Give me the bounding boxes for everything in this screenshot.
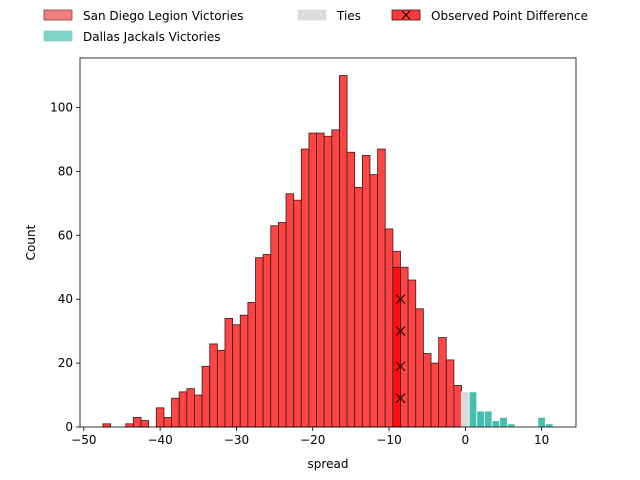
- legion-bar: [369, 174, 379, 428]
- legend-label: Ties: [336, 9, 361, 23]
- legend-swatch: [43, 9, 73, 21]
- x-axis: −50 −40 −30 −20 −10 0 10: [71, 427, 549, 447]
- jackals-bar: [499, 417, 508, 428]
- x-tick-label: 0: [462, 433, 470, 447]
- legion-bar: [209, 343, 218, 428]
- x-axis-title: spread: [308, 457, 349, 471]
- jackals-bar: [484, 410, 493, 428]
- legion-bar: [384, 228, 394, 428]
- legion-bar: [339, 75, 348, 428]
- jackals-bar: [491, 420, 501, 428]
- legion-bar: [270, 225, 279, 428]
- legion-bar: [346, 151, 356, 428]
- jackals-bar: [468, 391, 478, 428]
- legion-bar: [316, 132, 325, 428]
- legend-swatch: [43, 30, 73, 42]
- legend-observed: Observed Point Difference: [391, 9, 588, 23]
- y-tick-label: 20: [58, 356, 73, 370]
- legion-bar: [293, 199, 302, 428]
- legion-bar: [224, 317, 234, 428]
- legion-bar: [438, 337, 447, 428]
- legion-bar: [255, 257, 264, 428]
- legion-bar: [331, 129, 340, 428]
- legion-bar: [133, 417, 142, 428]
- legion-bar: [216, 349, 226, 428]
- legion-bar: [430, 362, 440, 428]
- jackals-bar: [545, 423, 554, 428]
- legion-bar: [285, 193, 295, 428]
- y-tick-label: 40: [58, 292, 73, 306]
- legion-bar: [377, 148, 386, 428]
- legion-bar: [354, 186, 363, 428]
- legion-bar: [102, 423, 111, 428]
- y-tick-label: 60: [58, 228, 73, 242]
- legend: San Diego Legion Victories Dallas Jackals…: [43, 9, 588, 44]
- legion-bar: [262, 254, 272, 428]
- x-tick-label: 10: [534, 433, 549, 447]
- y-tick-label: 0: [65, 420, 73, 434]
- legend-label: San Diego Legion Victories: [83, 9, 244, 23]
- legion-bar: [155, 407, 165, 428]
- legend-jackals: Dallas Jackals Victories: [43, 30, 221, 44]
- x-tick-label: −40: [147, 433, 172, 447]
- y-axis-title: Count: [24, 224, 38, 260]
- legion-bar: [201, 365, 211, 428]
- x-tick-label: −20: [300, 433, 325, 447]
- legend-x-marker: [401, 10, 411, 20]
- legion-bar: [247, 302, 256, 428]
- legion-bar: [445, 359, 455, 428]
- y-tick-label: 100: [50, 101, 73, 115]
- legion-bar: [277, 222, 287, 428]
- legion-bar: [239, 314, 249, 428]
- legion-bar: [400, 266, 409, 428]
- legion-bar: [178, 391, 188, 428]
- legion-bar: [194, 394, 203, 428]
- observed-x-marker: [395, 326, 406, 337]
- observed-x-marker: [395, 393, 406, 404]
- jackals-bar: [537, 417, 546, 428]
- legion-bar: [323, 135, 333, 428]
- x-tick-label: −50: [71, 433, 96, 447]
- legion-bar: [163, 417, 172, 428]
- observed-bar: [392, 266, 401, 428]
- plot-frame: [79, 57, 577, 428]
- legion-bar: [186, 388, 195, 428]
- legion-bar: [125, 423, 134, 428]
- x-tick-label: −30: [224, 433, 249, 447]
- legion-bar: [308, 132, 317, 428]
- legend-label: Observed Point Difference: [431, 9, 588, 23]
- legion-bar: [453, 385, 462, 428]
- legion-bar: [232, 324, 241, 428]
- legion-bar: [422, 353, 432, 428]
- observed-x-marker: [395, 361, 406, 372]
- legion-bar: [415, 308, 424, 428]
- jackals-bar: [506, 423, 516, 428]
- x-tick-label: −10: [376, 433, 401, 447]
- legend-legion: San Diego Legion Victories: [43, 9, 244, 23]
- observed-x-marker: [395, 294, 406, 305]
- legion-bar: [300, 148, 310, 428]
- legion-bar: [171, 397, 180, 428]
- legion-bar: [407, 279, 417, 428]
- legend-swatch: [297, 9, 327, 21]
- legend-ties: Ties: [297, 9, 361, 23]
- y-tick-label: 80: [58, 164, 73, 178]
- legend-label: Dallas Jackals Victories: [83, 30, 221, 44]
- y-axis: 0 20 40 60 80 100: [50, 101, 80, 434]
- legion-bar: [140, 420, 150, 428]
- jackals-bar: [476, 410, 485, 428]
- ties-bar: [461, 391, 470, 428]
- histogram-bars: [102, 75, 554, 428]
- legion-bar: [361, 155, 371, 428]
